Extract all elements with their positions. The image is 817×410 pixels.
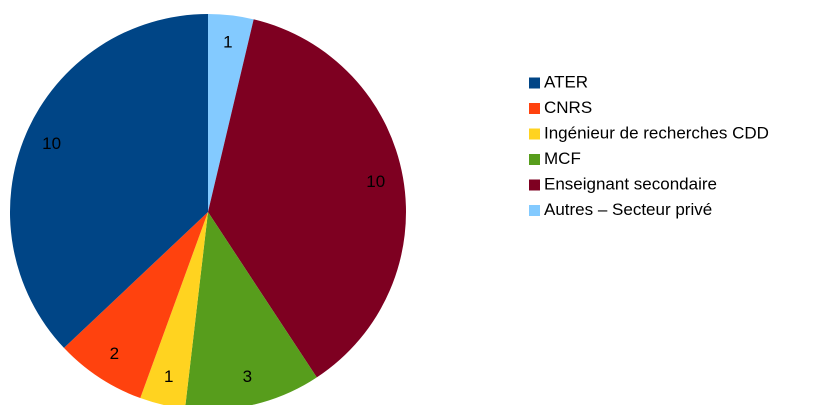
legend-swatch-autres-secteur-prive [529, 205, 540, 216]
data-labels: 1 10 3 1 2 10 [42, 32, 385, 386]
legend-label-mcf: MCF [544, 149, 581, 168]
data-label-autres-secteur-prive: 1 [223, 32, 232, 51]
pie-slice-mcf [185, 212, 317, 410]
legend-item-ater: ATER [529, 72, 588, 91]
pie-slice-ingenieur-de-recherches-cdd [140, 212, 208, 409]
legend-swatch-enseignant-secondaire [529, 179, 540, 191]
data-label-ater: 10 [42, 134, 61, 153]
data-label-mcf: 3 [243, 367, 252, 386]
pie-slice-ater [9, 13, 208, 348]
pie-slices [9, 13, 406, 410]
pie-slice-autres-secteur-prive [208, 14, 254, 212]
legend-label-cnrs: CNRS [544, 98, 592, 117]
legend-label-ingenieur-de-recherches-cdd: Ingénieur de recherches CDD [544, 123, 769, 142]
legend-label-ater: ATER [544, 72, 588, 91]
pie-slice-cnrs [63, 212, 209, 399]
legend-item-autres-secteur-prive: Autres – Secteur privé [529, 200, 712, 219]
legend-item-cnrs: CNRS [529, 98, 592, 117]
data-label-enseignant-secondaire: 10 [366, 172, 385, 191]
legend-item-enseignant-secondaire: Enseignant secondaire [529, 174, 717, 193]
data-label-cnrs: 2 [110, 344, 119, 363]
legend-label-enseignant-secondaire: Enseignant secondaire [544, 174, 717, 193]
legend-item-mcf: MCF [529, 149, 581, 168]
pie-slice-enseignant-secondaire [208, 19, 406, 378]
legend-swatch-mcf [529, 154, 540, 165]
legend-swatch-cnrs [529, 103, 540, 114]
legend: ATER CNRS Ingénieur de recherches CDD MCF En… [529, 72, 769, 219]
legend-item-ingenieur-de-recherches-cdd: Ingénieur de recherches CDD [529, 123, 769, 142]
legend-swatch-ater [529, 77, 540, 89]
legend-swatch-ingenieur-de-recherches-cdd [529, 128, 540, 140]
data-label-ingenieur-de-recherches-cdd: 1 [164, 367, 173, 386]
legend-label-autres-secteur-prive: Autres – Secteur privé [544, 200, 712, 219]
